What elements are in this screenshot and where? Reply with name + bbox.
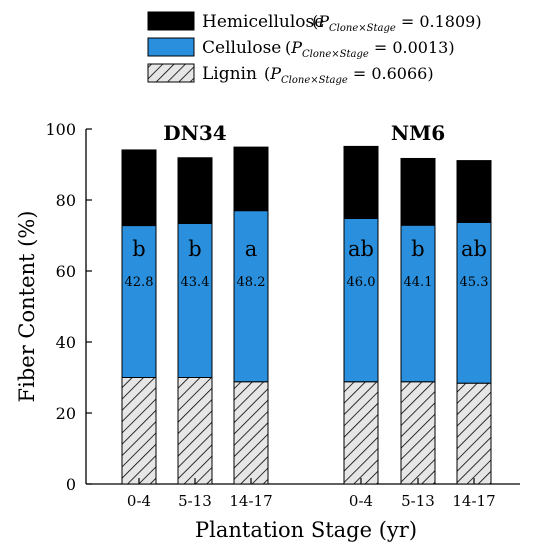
- legend-swatch-lignin: [147, 63, 195, 83]
- significance-letter: a: [245, 237, 258, 261]
- cellulose-value-label: 44.1: [404, 275, 433, 290]
- legend-swatch-cellulose: [147, 37, 195, 57]
- cellulose-value-label: 46.0: [347, 275, 376, 290]
- cellulose-value-label: 48.2: [237, 275, 266, 290]
- bar-cellulose: [177, 222, 213, 378]
- legend-item-hemicellulose: Hemicellulose(PClone×Stage = 0.1809): [147, 11, 482, 34]
- bar-lignin: [456, 382, 492, 485]
- bar-group-dn34: DN34 b 42.8 0-4 b 43.4 5-13 a 48.2 14-17: [121, 121, 273, 510]
- significance-letter: b: [411, 237, 424, 261]
- legend-swatch-hemicellulose: [147, 11, 195, 31]
- x-axis-label: Plantation Stage (yr): [195, 518, 417, 542]
- y-axis-ticks: 0 20 40 60 80 100: [45, 120, 92, 494]
- y-tick-label: 20: [56, 404, 76, 423]
- legend-label: Hemicellulose: [202, 12, 324, 32]
- group-title: NM6: [391, 121, 445, 145]
- x-tick-label: 14-17: [452, 492, 495, 510]
- x-tick-label: 0-4: [349, 492, 373, 510]
- bar-hemicellulose: [400, 157, 436, 226]
- bar-lignin: [177, 377, 213, 485]
- y-tick-label: 100: [45, 120, 76, 139]
- legend-stat: (PClone×Stage = 0.1809): [312, 12, 482, 34]
- significance-letter: ab: [461, 237, 487, 261]
- legend-stat: (PClone×Stage = 0.0013): [285, 38, 455, 60]
- chart-legend: Hemicellulose(PClone×Stage = 0.1809) Cell…: [147, 11, 482, 86]
- group-title: DN34: [163, 121, 227, 145]
- legend-label: Cellulose: [202, 38, 281, 58]
- significance-letter: b: [188, 237, 201, 261]
- significance-letter: ab: [348, 237, 374, 261]
- legend-item-cellulose: Cellulose (PClone×Stage = 0.0013): [147, 37, 455, 60]
- y-tick-label: 40: [56, 333, 76, 352]
- bar-cellulose: [121, 225, 157, 378]
- y-tick-label: 60: [56, 262, 76, 281]
- bar-groups: DN34 b 42.8 0-4 b 43.4 5-13 a 48.2 14-17 NM6 ab 46.0…: [121, 121, 496, 510]
- bar-hemicellulose: [121, 149, 157, 227]
- bar-cellulose: [456, 221, 492, 384]
- bar-cellulose: [233, 210, 269, 383]
- y-axis-label: Fiber Content (%): [15, 211, 39, 403]
- bar-cellulose: [343, 217, 379, 383]
- x-tick-label: 5-13: [401, 492, 435, 510]
- legend-stat: (PClone×Stage = 0.6066): [264, 64, 434, 86]
- bar-lignin: [400, 381, 436, 485]
- significance-letter: b: [132, 237, 145, 261]
- bar-hemicellulose: [177, 157, 213, 224]
- chart-axes: 0 20 40 60 80 100 Fiber Content (%) Plantatio…: [15, 120, 520, 542]
- bar-cellulose: [400, 224, 436, 383]
- bar-lignin: [233, 381, 269, 485]
- y-tick-label: 80: [56, 191, 76, 210]
- bar-hemicellulose: [233, 146, 269, 212]
- cellulose-value-label: 45.3: [460, 275, 489, 290]
- legend-label: Lignin: [202, 64, 257, 84]
- cellulose-value-label: 42.8: [125, 275, 154, 290]
- bar-group-nm6: NM6 ab 46.0 0-4 b 44.1 5-13 ab 45.3 14-17: [343, 121, 496, 510]
- bar-lignin: [121, 377, 157, 485]
- legend-item-lignin: Lignin (PClone×Stage = 0.6066): [147, 63, 434, 86]
- x-tick-label: 0-4: [127, 492, 151, 510]
- x-tick-label: 5-13: [178, 492, 212, 510]
- cellulose-value-label: 43.4: [181, 275, 210, 290]
- bar-hemicellulose: [456, 160, 492, 223]
- bar-hemicellulose: [343, 145, 379, 219]
- y-tick-label: 0: [66, 475, 76, 494]
- x-tick-label: 14-17: [229, 492, 272, 510]
- bar-lignin: [343, 381, 379, 485]
